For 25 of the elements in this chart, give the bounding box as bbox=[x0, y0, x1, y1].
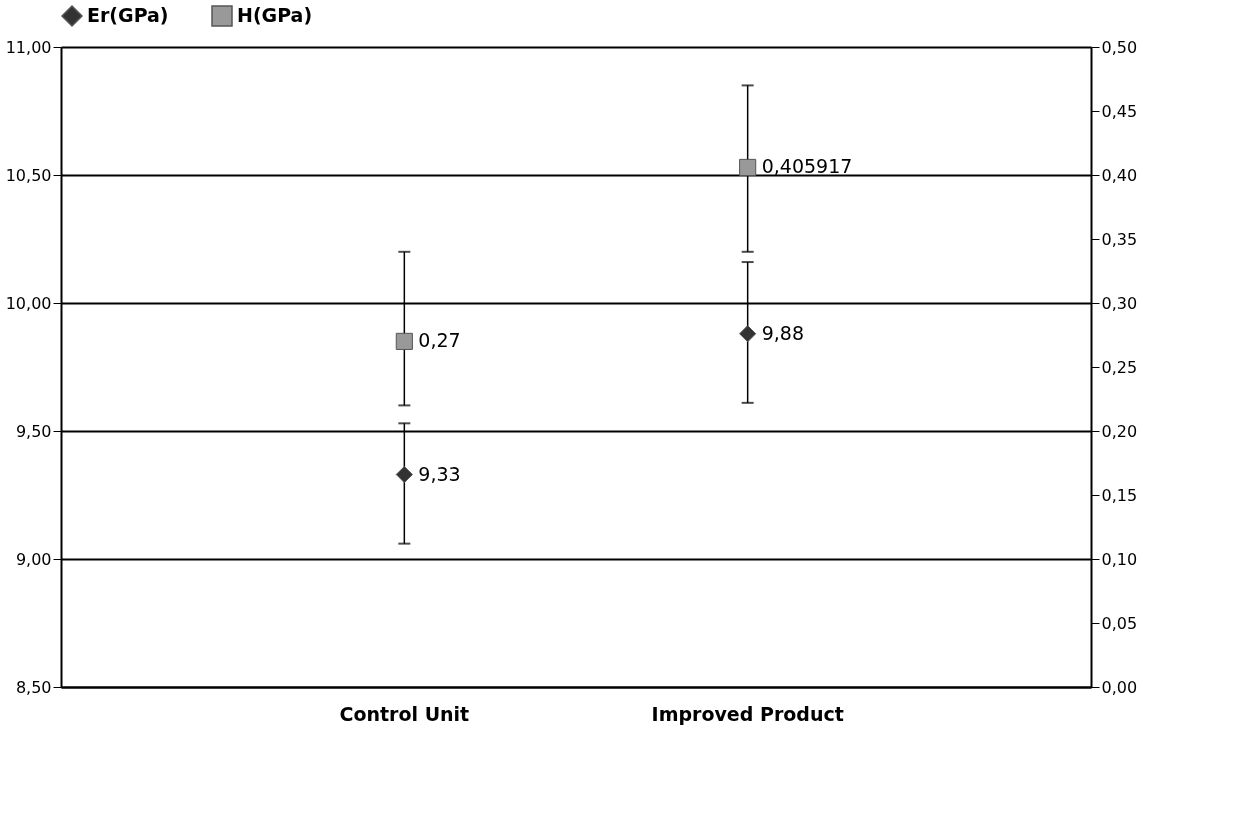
y2-tick-label: 0,00 bbox=[1101, 677, 1138, 697]
y-tick-label: 10,50 bbox=[5, 165, 52, 185]
y2-tick-label: 0,05 bbox=[1101, 613, 1138, 633]
y2-tick-label: 0,25 bbox=[1101, 357, 1138, 377]
y2-tick-label: 0,35 bbox=[1101, 229, 1138, 249]
y2-tick-label: 0,45 bbox=[1101, 101, 1138, 121]
y2-tick-label: 0,10 bbox=[1101, 549, 1138, 569]
data-label: 9,88 bbox=[761, 321, 804, 344]
x-tick-label: Improved Product bbox=[651, 702, 844, 725]
y-tick-label: 9,00 bbox=[15, 549, 52, 569]
y-tick-label: 10,00 bbox=[5, 293, 52, 313]
y-tick-label: 8,50 bbox=[15, 677, 52, 697]
y2-tick-label: 0,30 bbox=[1101, 293, 1138, 313]
x-tick-label: Control Unit bbox=[339, 702, 470, 725]
y2-tick-label: 0,15 bbox=[1101, 485, 1138, 505]
data-label: 0,27 bbox=[418, 329, 461, 352]
data-label: 0,405917 bbox=[761, 155, 853, 178]
legend-label: Er(GPa) bbox=[87, 4, 169, 26]
data-label: 9,33 bbox=[418, 462, 461, 485]
y2-tick-label: 0,20 bbox=[1101, 421, 1138, 441]
y2-tick-label: 0,50 bbox=[1101, 37, 1138, 57]
y2-tick-label: 0,40 bbox=[1101, 165, 1138, 185]
y-tick-label: 11,00 bbox=[5, 37, 52, 57]
y-tick-label: 9,50 bbox=[15, 421, 52, 441]
legend-label: H(GPa) bbox=[237, 4, 313, 26]
